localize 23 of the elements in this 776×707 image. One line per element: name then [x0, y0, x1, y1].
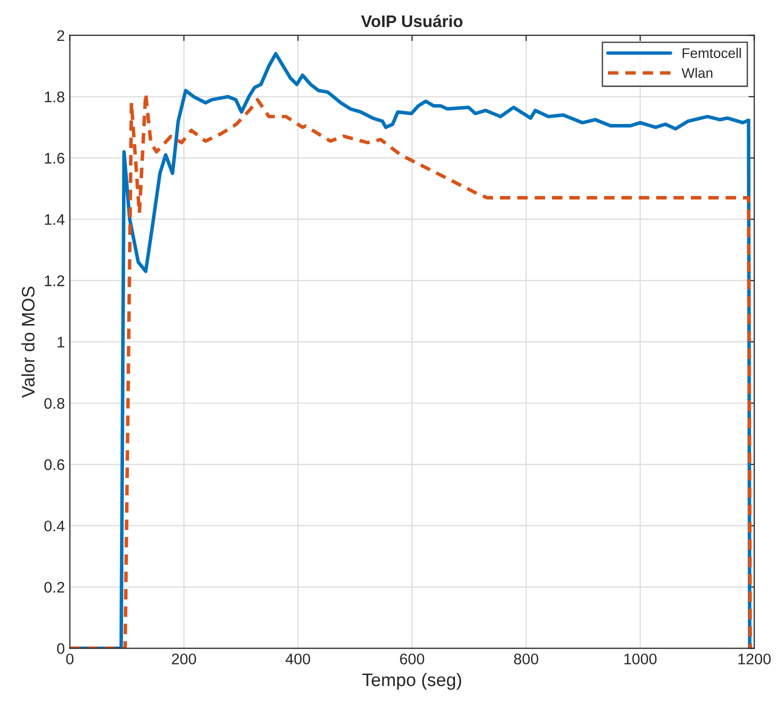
y-tick-label: 0 — [57, 643, 64, 654]
y-axis-title: Valor do MOS — [21, 286, 35, 398]
chart-title: VoIP Usuário — [361, 14, 463, 28]
x-tick-label: 600 — [400, 654, 424, 664]
legend-label: Wlan — [682, 68, 712, 78]
y-tick-label: 1.4 — [44, 214, 65, 225]
y-tick-label: 0.6 — [44, 459, 64, 470]
x-tick-label: 800 — [514, 654, 538, 664]
y-tick-label: 1.2 — [44, 275, 64, 286]
y-tick-label: 0.8 — [44, 398, 64, 409]
x-tick-label: 1200 — [738, 654, 771, 664]
y-tick-label: 0.4 — [44, 520, 65, 532]
x-tick-label: 400 — [286, 654, 310, 664]
x-tick-label: 0 — [66, 654, 74, 664]
x-tick-label: 1000 — [624, 654, 657, 664]
y-tick-label: 2 — [57, 30, 64, 41]
legend-label: Femtocell — [682, 48, 741, 58]
y-tick-label: 0.2 — [44, 582, 64, 593]
y-tick-label: 1 — [58, 336, 64, 348]
x-tick-label: 200 — [172, 654, 196, 664]
y-tick-label: 1.8 — [44, 92, 64, 102]
y-tick-label: 1.6 — [44, 152, 64, 164]
x-axis-title: Tempo (seg) — [362, 672, 462, 690]
